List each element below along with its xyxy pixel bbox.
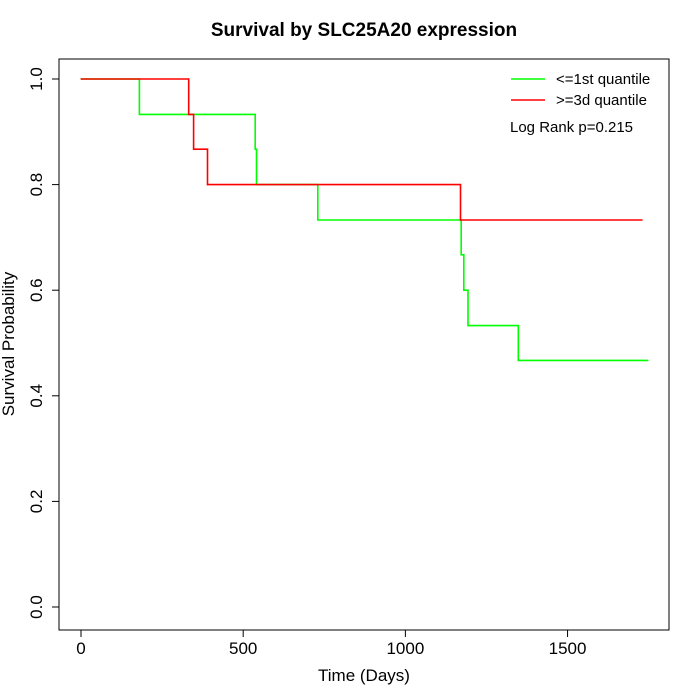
curve-point xyxy=(460,254,462,256)
curve-point xyxy=(317,219,319,221)
y-axis-title: Survival Probability xyxy=(0,271,18,416)
survival-curve xyxy=(81,78,643,221)
curve-point xyxy=(467,324,469,327)
curve-point xyxy=(459,184,462,186)
survival-curve xyxy=(81,78,648,362)
curve-point xyxy=(254,113,256,115)
curve-point xyxy=(255,148,258,150)
y-tick-label: 1.0 xyxy=(27,67,46,91)
curve-point xyxy=(641,219,643,221)
series-high-expression xyxy=(80,78,643,221)
plot-frame xyxy=(58,58,670,631)
curve-point xyxy=(206,184,209,186)
curve-point xyxy=(647,359,649,362)
curve-point xyxy=(254,148,256,150)
x-tick-label: 1500 xyxy=(549,639,587,658)
curve-point xyxy=(463,254,465,256)
x-axis: 0 500 1000 1500 xyxy=(76,629,587,658)
x-tick-label: 0 xyxy=(76,639,85,658)
curve-point xyxy=(463,289,465,291)
x-axis-title: Time (Days) xyxy=(318,666,410,685)
curve-point xyxy=(517,359,519,362)
legend-label-high: >=3d quantile xyxy=(556,92,647,109)
curve-point xyxy=(467,289,469,291)
legend: <=1st quantile >=3d quantile xyxy=(511,71,650,109)
curve-point xyxy=(206,148,209,150)
y-tick-label: 0.8 xyxy=(27,173,46,197)
curve-point xyxy=(459,219,462,221)
curve-point xyxy=(80,78,82,80)
y-tick-label: 0.4 xyxy=(27,384,46,408)
curve-point xyxy=(192,148,195,150)
series-layer xyxy=(80,78,649,362)
y-tick-label: 0.6 xyxy=(27,278,46,302)
curve-point xyxy=(138,113,140,115)
x-tick-label: 500 xyxy=(229,639,257,658)
y-tick-label: 0.0 xyxy=(27,595,46,619)
legend-label-low: <=1st quantile xyxy=(556,71,650,88)
y-axis: 0.0 0.2 0.4 0.6 0.8 1.0 xyxy=(27,67,60,619)
x-tick-label: 1000 xyxy=(386,639,424,658)
curve-point xyxy=(188,113,190,115)
log-rank-annotation: Log Rank p=0.215 xyxy=(510,119,633,136)
curve-point xyxy=(517,324,519,327)
curve-point xyxy=(192,113,195,115)
y-tick-label: 0.2 xyxy=(27,490,46,514)
chart-title: Survival by SLC25A20 expression xyxy=(211,20,517,41)
curve-point xyxy=(188,78,190,80)
